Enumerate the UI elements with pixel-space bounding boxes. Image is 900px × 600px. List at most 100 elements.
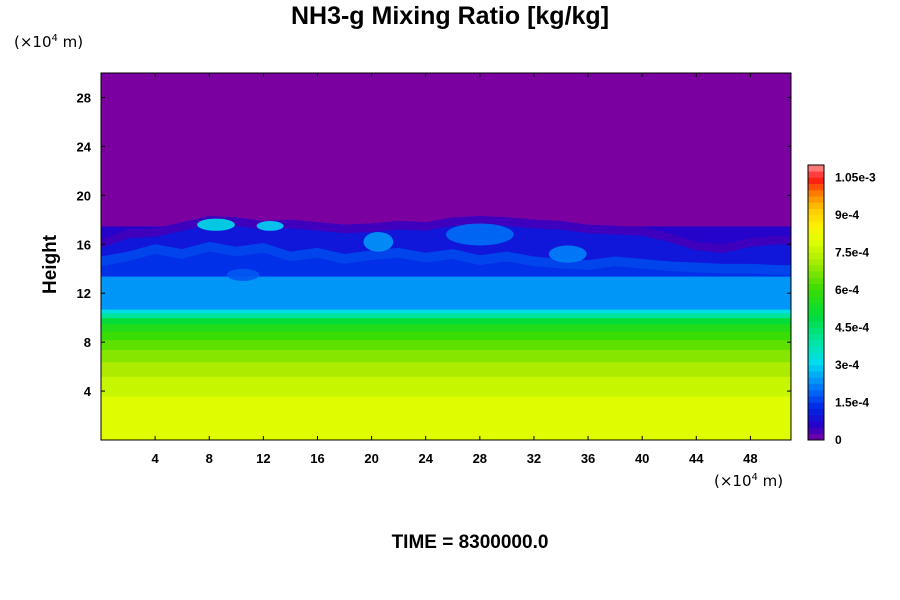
y-tick-label-0: 4 bbox=[84, 384, 92, 399]
y-tick-label-4: 20 bbox=[77, 188, 91, 203]
layer-13 bbox=[101, 73, 791, 227]
x-axis: 4 8 12 16 20 24 28 32 36 40 44 48 bbox=[152, 73, 758, 466]
colorbar-label-0: 0 bbox=[835, 433, 842, 447]
colorbar-swatch-39 bbox=[808, 190, 824, 197]
colorbar-swatch-28 bbox=[808, 258, 824, 266]
colorbar-swatch-30 bbox=[808, 246, 824, 253]
colorbar-swatch-13 bbox=[808, 352, 824, 360]
colorbar: 0 1.5e-4 3e-4 4.5e-4 6e-4 7.5e-4 9e-4 1.05e-3 bbox=[807, 164, 876, 447]
x-tick-label-2: 12 bbox=[256, 451, 270, 466]
y-axis-label: Height bbox=[40, 234, 61, 294]
layer-10 bbox=[101, 276, 791, 310]
colorbar-label-7: 1.05e-3 bbox=[835, 171, 876, 185]
colorbar-swatch-29 bbox=[808, 252, 824, 260]
colorbar-swatch-21 bbox=[808, 302, 824, 310]
colorbar-swatch-11 bbox=[808, 365, 824, 372]
layer-7 bbox=[101, 317, 791, 325]
colorbar-swatch-20 bbox=[808, 308, 824, 316]
colorbar-swatch-32 bbox=[808, 233, 824, 241]
colorbar-label-6: 9e-4 bbox=[835, 208, 859, 222]
x-tick-label-0: 4 bbox=[152, 451, 160, 466]
colorbar-swatch-37 bbox=[808, 202, 824, 210]
cloud-patch-0 bbox=[197, 218, 235, 231]
plot-area bbox=[101, 73, 791, 440]
x-tick-label-10: 44 bbox=[689, 451, 704, 466]
plot-frame bbox=[100, 72, 792, 441]
colorbar-swatch-0 bbox=[808, 433, 824, 441]
colorbar-swatch-1 bbox=[808, 427, 824, 435]
x-tick-label-9: 40 bbox=[635, 451, 649, 466]
colorbar-swatch-33 bbox=[808, 227, 824, 235]
colorbar-swatch-6 bbox=[808, 396, 824, 403]
layer-6 bbox=[101, 323, 791, 332]
layer-5 bbox=[101, 331, 791, 341]
colorbar-swatch-41 bbox=[808, 177, 824, 185]
x-tick-label-1: 8 bbox=[206, 451, 213, 466]
colorbar-swatch-40 bbox=[808, 183, 824, 191]
x-tick-label-8: 36 bbox=[581, 451, 595, 466]
y-tick-label-5: 24 bbox=[77, 139, 92, 154]
colorbar-swatch-7 bbox=[808, 390, 824, 397]
colorbar-swatch-8 bbox=[808, 383, 824, 391]
cloud-band-mid bbox=[101, 241, 791, 275]
y-axis: 4 8 12 16 20 24 28 bbox=[77, 90, 791, 399]
cloud-patch-2 bbox=[363, 232, 394, 252]
cloud-patch-5 bbox=[226, 268, 260, 281]
layer-0 bbox=[101, 395, 791, 440]
colorbar-label-2: 3e-4 bbox=[835, 358, 859, 372]
x-tick-label-5: 24 bbox=[418, 451, 433, 466]
colorbar-frame bbox=[807, 164, 825, 441]
colorbar-label-1: 1.5e-4 bbox=[835, 396, 869, 410]
y-tick-label-6: 28 bbox=[77, 90, 91, 105]
colorbar-swatch-26 bbox=[808, 271, 824, 278]
cloud-patch-1 bbox=[256, 221, 284, 231]
colorbar-swatch-18 bbox=[808, 321, 824, 328]
colorbar-swatch-42 bbox=[808, 171, 824, 178]
colorbar-swatch-22 bbox=[808, 296, 824, 303]
x-tick-label-6: 28 bbox=[473, 451, 487, 466]
colorbar-swatch-16 bbox=[808, 333, 824, 341]
cloud-patch-4 bbox=[446, 223, 514, 246]
y-axis-unit: (×104 m) bbox=[14, 33, 84, 51]
layer-3 bbox=[101, 349, 791, 363]
colorbar-swatch-36 bbox=[808, 208, 824, 216]
colorbar-swatch-24 bbox=[808, 283, 824, 291]
y-tick-label-2: 12 bbox=[77, 286, 91, 301]
x-tick-label-11: 48 bbox=[743, 451, 757, 466]
colorbar-swatch-12 bbox=[808, 358, 824, 366]
colorbar-swatch-27 bbox=[808, 265, 824, 272]
x-axis-unit: (×104 m) bbox=[714, 472, 784, 490]
layer-1 bbox=[101, 376, 791, 397]
colorbar-swatch-34 bbox=[808, 221, 824, 228]
colorbar-swatch-2 bbox=[808, 421, 824, 428]
colorbar-swatch-3 bbox=[808, 415, 824, 422]
layer-2 bbox=[101, 361, 791, 377]
x-tick-label-7: 32 bbox=[527, 451, 541, 466]
colorbar-swatch-43 bbox=[808, 165, 824, 172]
cloud-patch-3 bbox=[548, 245, 587, 263]
y-tick-label-3: 16 bbox=[77, 237, 91, 252]
colorbar-swatch-17 bbox=[808, 327, 824, 335]
colorbar-label-5: 7.5e-4 bbox=[835, 246, 869, 260]
colorbar-swatch-19 bbox=[808, 315, 824, 322]
layer-9 bbox=[101, 309, 791, 314]
colorbar-swatch-10 bbox=[808, 371, 824, 378]
colorbar-swatch-23 bbox=[808, 290, 824, 297]
colorbar-label-4: 6e-4 bbox=[835, 283, 859, 297]
x-tick-label-4: 20 bbox=[364, 451, 378, 466]
chart-title: NH3-g Mixing Ratio [kg/kg] bbox=[290, 2, 610, 30]
colorbar-swatch-35 bbox=[808, 215, 824, 222]
layer-8 bbox=[101, 312, 791, 319]
colorbar-swatch-15 bbox=[808, 340, 824, 347]
layer-4 bbox=[101, 339, 791, 350]
time-annotation: TIME = 8300000.0 bbox=[391, 532, 549, 553]
colorbar-swatch-31 bbox=[808, 240, 824, 247]
y-tick-label-1: 8 bbox=[84, 335, 91, 350]
x-tick-label-3: 16 bbox=[310, 451, 324, 466]
colorbar-swatch-38 bbox=[808, 196, 824, 203]
colorbar-swatch-25 bbox=[808, 277, 824, 285]
colorbar-swatch-9 bbox=[808, 377, 824, 385]
colorbar-swatch-4 bbox=[808, 408, 824, 416]
colorbar-swatch-5 bbox=[808, 402, 824, 410]
